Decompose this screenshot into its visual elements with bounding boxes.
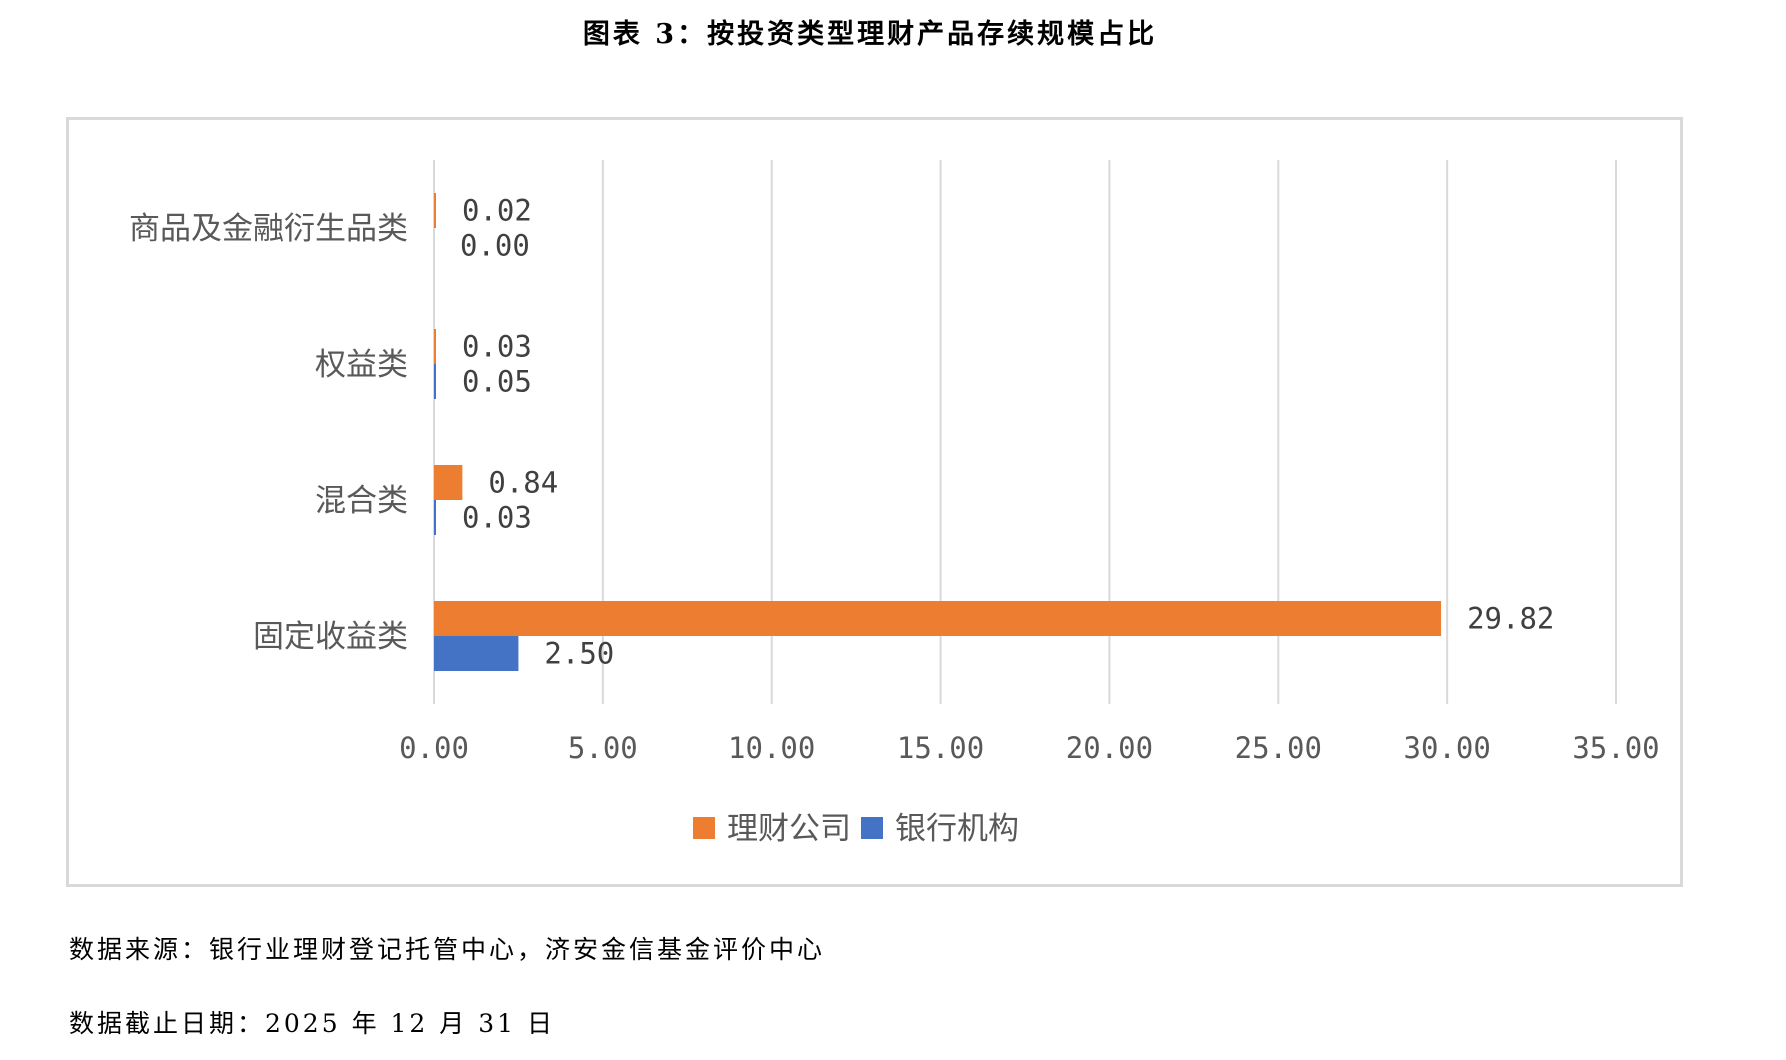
legend-swatch	[861, 817, 883, 839]
bar-bank	[434, 364, 436, 399]
date-note: 数据截止日期：2025 年 12 月 31 日	[69, 1009, 555, 1038]
x-tick-label: 10.00	[728, 731, 815, 765]
category-label: 权益类	[315, 347, 408, 383]
data-label: 29.82	[1467, 602, 1554, 636]
bar-bank	[434, 636, 519, 671]
data-label: 0.03	[462, 501, 532, 535]
chart-title: 图表 3：按投资类型理财产品存续规模占比	[582, 19, 1158, 50]
x-tick-label: 25.00	[1235, 731, 1322, 765]
x-tick-label: 5.00	[568, 731, 638, 765]
legend-label: 理财公司	[727, 811, 851, 847]
category-label: 固定收益类	[253, 619, 408, 655]
data-label: 0.84	[488, 466, 558, 500]
legend-swatch	[693, 817, 715, 839]
bar-wealth-company	[434, 601, 1442, 636]
bar-wealth-company	[434, 193, 436, 228]
data-label: 0.00	[460, 229, 530, 263]
data-label: 0.05	[462, 365, 532, 399]
category-label: 混合类	[315, 483, 408, 519]
x-tick-label: 35.00	[1572, 731, 1659, 765]
bar-wealth-company	[434, 329, 436, 364]
data-label: 0.03	[462, 330, 532, 364]
chart-frame	[66, 117, 1683, 887]
data-label: 0.02	[462, 194, 532, 228]
bar-wealth-company	[434, 465, 463, 500]
x-tick-label: 15.00	[897, 731, 984, 765]
category-label: 商品及金融衍生品类	[129, 211, 408, 247]
x-tick-label: 30.00	[1403, 731, 1490, 765]
legend-label: 银行机构	[895, 811, 1019, 847]
x-tick-label: 0.00	[399, 731, 469, 765]
data-label: 2.50	[544, 637, 614, 671]
x-tick-label: 20.00	[1066, 731, 1153, 765]
bar-bank	[434, 500, 436, 535]
source-note: 数据来源：银行业理财登记托管中心，济安金信基金评价中心	[69, 935, 826, 964]
